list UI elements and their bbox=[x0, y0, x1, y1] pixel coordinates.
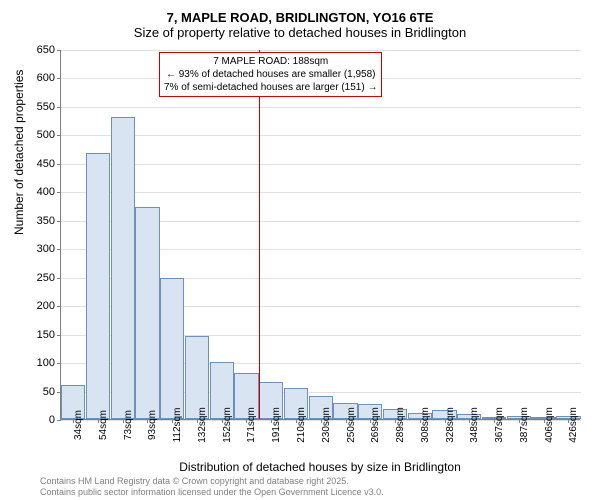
x-tick-label: 348sqm bbox=[469, 407, 480, 443]
x-tick-label: 191sqm bbox=[271, 407, 282, 443]
y-tick-label: 500 bbox=[37, 129, 55, 141]
y-tick-mark bbox=[57, 192, 61, 193]
y-tick-mark bbox=[57, 420, 61, 421]
y-tick-label: 350 bbox=[37, 215, 55, 227]
x-tick-mark bbox=[395, 419, 396, 423]
footer-line1: Contains HM Land Registry data © Crown c… bbox=[40, 476, 384, 487]
x-tick-label: 93sqm bbox=[147, 410, 158, 440]
y-tick-mark bbox=[57, 78, 61, 79]
x-tick-mark bbox=[197, 419, 198, 423]
y-tick-label: 300 bbox=[37, 243, 55, 255]
x-tick-mark bbox=[445, 419, 446, 423]
y-tick-label: 50 bbox=[43, 386, 55, 398]
y-tick-label: 400 bbox=[37, 186, 55, 198]
y-tick-mark bbox=[57, 249, 61, 250]
x-tick-label: 367sqm bbox=[494, 407, 505, 443]
y-tick-mark bbox=[57, 306, 61, 307]
x-tick-mark bbox=[271, 419, 272, 423]
gridline bbox=[61, 107, 581, 108]
x-tick-mark bbox=[246, 419, 247, 423]
chart-title-sub: Size of property relative to detached ho… bbox=[0, 25, 600, 44]
x-tick-label: 34sqm bbox=[73, 410, 84, 440]
y-tick-mark bbox=[57, 221, 61, 222]
x-tick-mark bbox=[172, 419, 173, 423]
x-tick-label: 112sqm bbox=[172, 408, 183, 443]
x-tick-label: 230sqm bbox=[321, 407, 332, 443]
x-tick-mark bbox=[98, 419, 99, 423]
annotation-line3: 7% of semi-detached houses are larger (1… bbox=[164, 81, 377, 94]
annotation-line2: ← 93% of detached houses are smaller (1,… bbox=[164, 68, 377, 81]
x-axis-label: Distribution of detached houses by size … bbox=[60, 460, 580, 474]
y-tick-mark bbox=[57, 50, 61, 51]
x-tick-label: 132sqm bbox=[197, 407, 208, 443]
y-tick-label: 600 bbox=[37, 72, 55, 84]
x-tick-label: 328sqm bbox=[445, 407, 456, 443]
x-tick-mark bbox=[568, 419, 569, 423]
chart-footer: Contains HM Land Registry data © Crown c… bbox=[40, 476, 384, 498]
y-tick-label: 650 bbox=[37, 44, 55, 56]
histogram-bar bbox=[160, 278, 184, 419]
gridline bbox=[61, 192, 581, 193]
y-tick-label: 150 bbox=[37, 329, 55, 341]
x-tick-mark bbox=[73, 419, 74, 423]
x-tick-label: 289sqm bbox=[395, 407, 406, 443]
x-tick-mark bbox=[296, 419, 297, 423]
x-tick-mark bbox=[321, 419, 322, 423]
y-tick-label: 250 bbox=[37, 272, 55, 284]
y-tick-label: 0 bbox=[49, 414, 55, 426]
x-tick-mark bbox=[147, 419, 148, 423]
x-tick-label: 406sqm bbox=[544, 407, 555, 443]
x-tick-label: 426sqm bbox=[568, 407, 579, 443]
x-tick-mark bbox=[544, 419, 545, 423]
chart-title-main: 7, MAPLE ROAD, BRIDLINGTON, YO16 6TE bbox=[0, 0, 600, 25]
y-tick-mark bbox=[57, 335, 61, 336]
x-tick-mark bbox=[420, 419, 421, 423]
x-tick-mark bbox=[222, 419, 223, 423]
x-tick-mark bbox=[519, 419, 520, 423]
x-tick-mark bbox=[370, 419, 371, 423]
gridline bbox=[61, 135, 581, 136]
histogram-bar bbox=[135, 207, 159, 419]
x-tick-mark bbox=[494, 419, 495, 423]
plot-area: 0501001502002503003504004505005506006503… bbox=[60, 50, 580, 420]
gridline bbox=[61, 164, 581, 165]
x-tick-mark bbox=[346, 419, 347, 423]
histogram-bar bbox=[111, 117, 135, 419]
property-marker-line bbox=[259, 50, 260, 419]
x-tick-mark bbox=[469, 419, 470, 423]
x-tick-label: 54sqm bbox=[98, 410, 109, 440]
x-tick-mark bbox=[123, 419, 124, 423]
chart-area: 0501001502002503003504004505005506006503… bbox=[60, 50, 580, 420]
y-tick-label: 200 bbox=[37, 300, 55, 312]
y-tick-mark bbox=[57, 107, 61, 108]
x-tick-label: 73sqm bbox=[123, 410, 134, 440]
y-tick-mark bbox=[57, 164, 61, 165]
footer-line2: Contains public sector information licen… bbox=[40, 487, 384, 498]
x-tick-label: 308sqm bbox=[420, 407, 431, 443]
histogram-bar bbox=[86, 153, 110, 419]
y-axis-label: Number of detached properties bbox=[12, 70, 26, 235]
x-tick-label: 152sqm bbox=[222, 407, 233, 443]
y-tick-mark bbox=[57, 278, 61, 279]
gridline bbox=[61, 50, 581, 51]
x-tick-label: 250sqm bbox=[346, 407, 357, 443]
x-tick-label: 171sqm bbox=[246, 407, 257, 443]
y-tick-label: 550 bbox=[37, 101, 55, 113]
y-tick-mark bbox=[57, 363, 61, 364]
x-tick-label: 210sqm bbox=[296, 407, 307, 443]
y-tick-mark bbox=[57, 135, 61, 136]
y-tick-label: 450 bbox=[37, 158, 55, 170]
x-tick-label: 269sqm bbox=[370, 407, 381, 443]
annotation-line1: 7 MAPLE ROAD: 188sqm bbox=[164, 55, 377, 68]
y-tick-label: 100 bbox=[37, 357, 55, 369]
annotation-box: 7 MAPLE ROAD: 188sqm ← 93% of detached h… bbox=[159, 52, 382, 97]
x-tick-label: 387sqm bbox=[519, 407, 530, 443]
